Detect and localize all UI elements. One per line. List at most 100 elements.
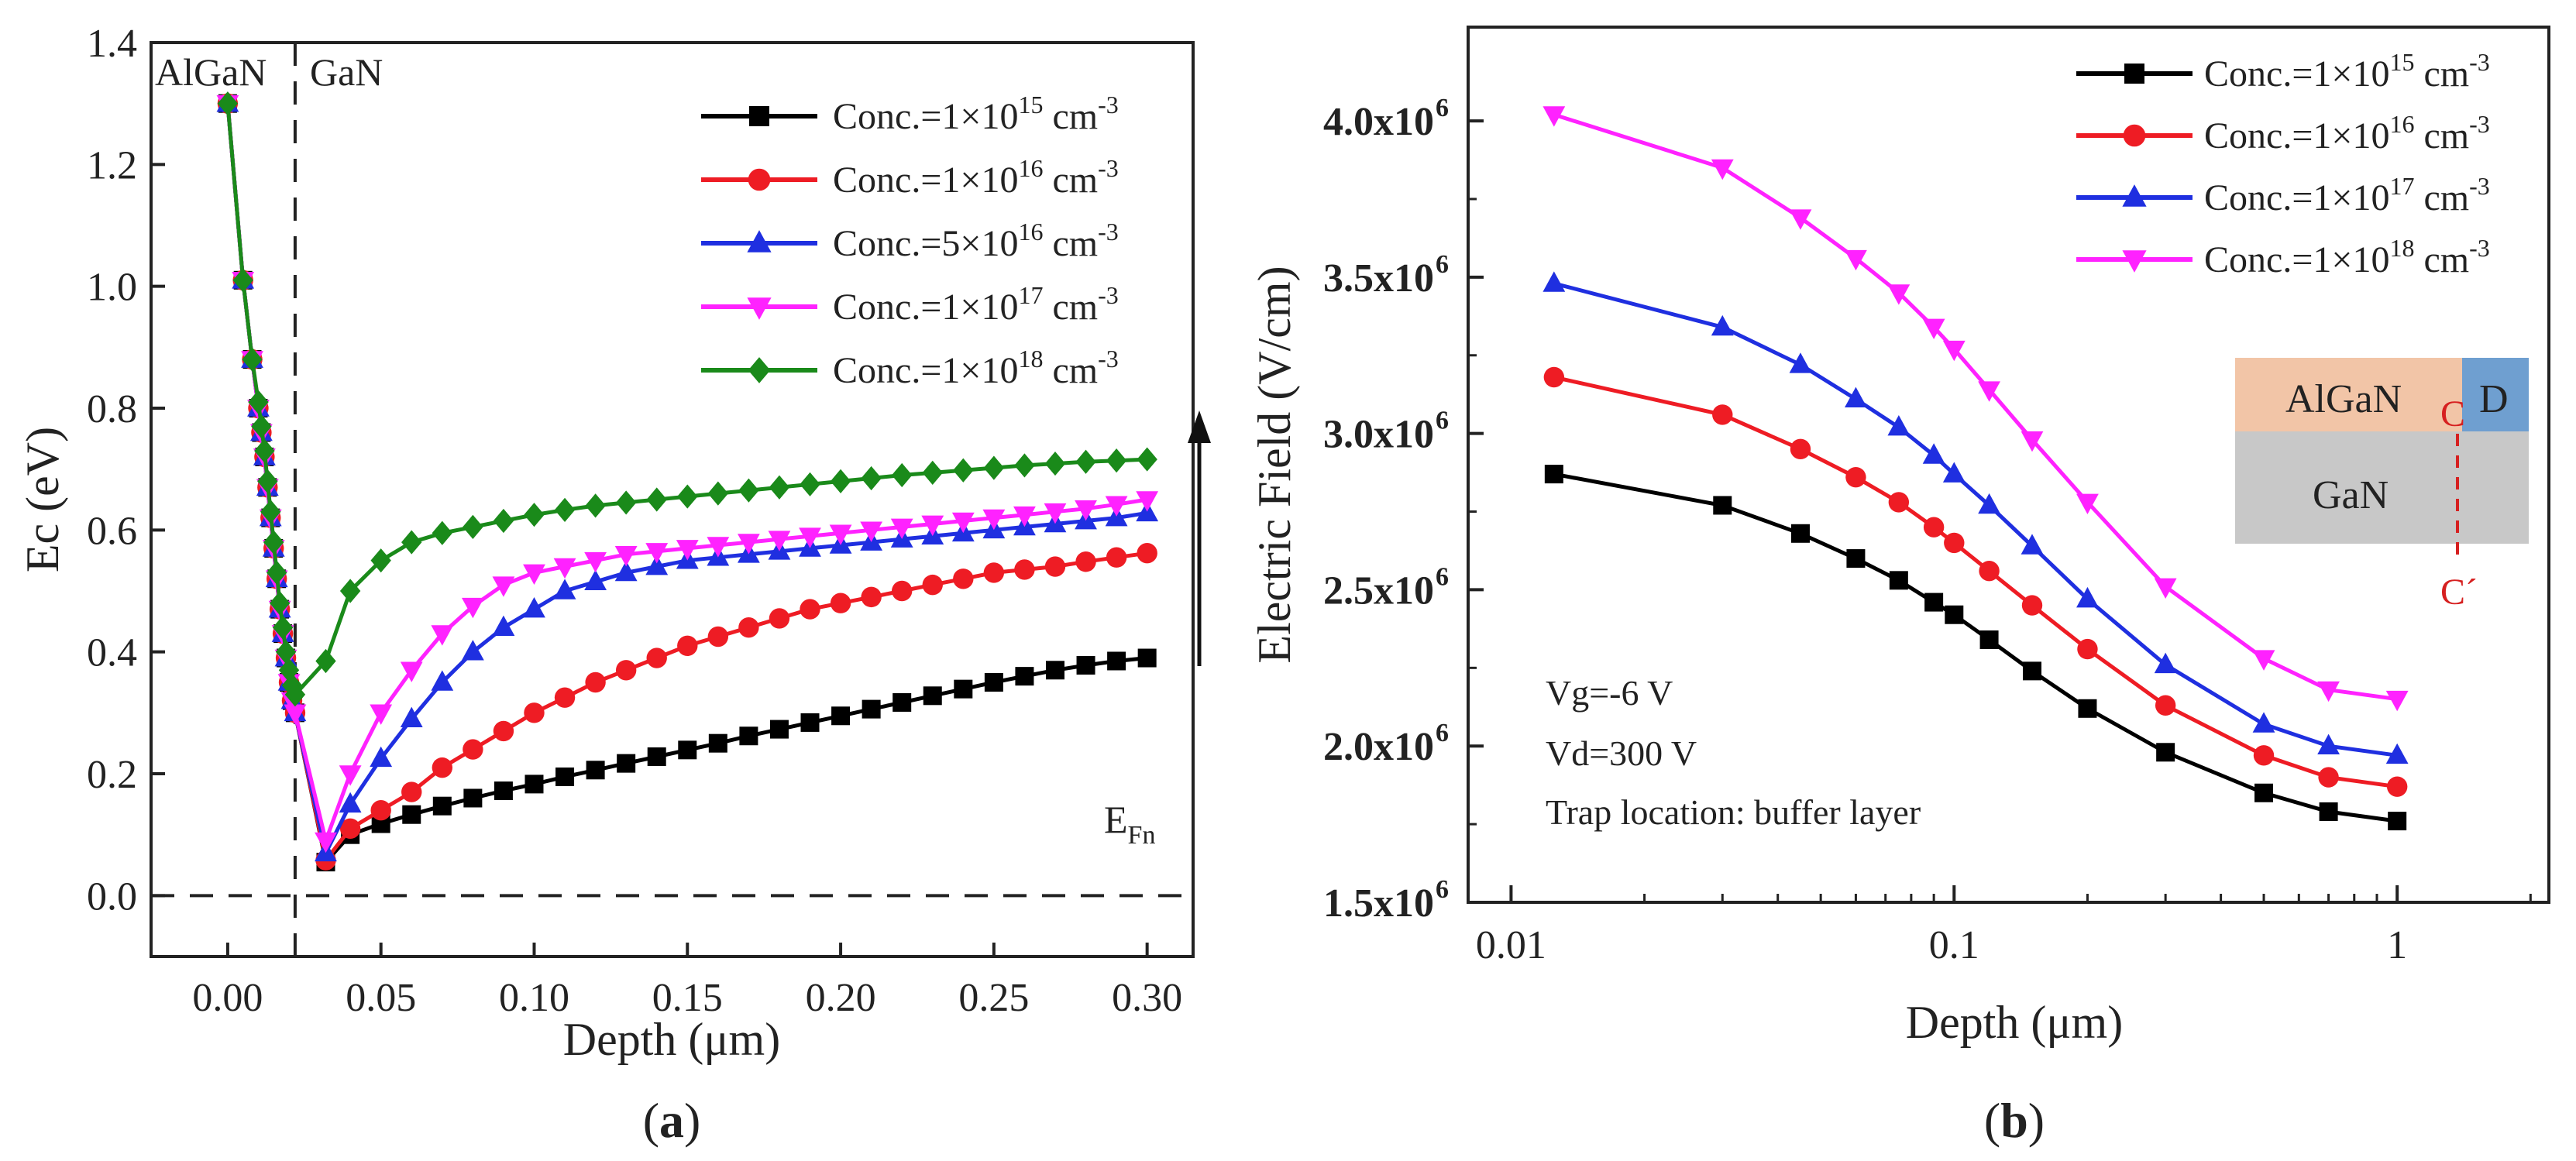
chart-a-legend-exp-1: 16 <box>1018 154 1043 182</box>
chart-b-x-ticks: 0.01 0.1 1 <box>1476 885 2532 967</box>
chart-b-legend-unit-3: cm <box>2414 239 2469 280</box>
chart-a-series-1-point-34 <box>861 586 882 608</box>
chart-a-series-3-line <box>225 103 1148 848</box>
chart-a-series-4-point-27 <box>646 487 667 512</box>
chart-a-series-1-point-17 <box>339 818 361 840</box>
chart-b-legend-unit-0: cm <box>2414 53 2469 94</box>
chart-a-series-4-point-40 <box>1044 451 1066 476</box>
chart-a-legend-unit-exp-1: -3 <box>1098 154 1119 182</box>
chart-a-series-2-point-22 <box>492 615 515 636</box>
chart-b-series-3-line <box>1553 112 2398 702</box>
chart-a-series-3-point-35 <box>890 518 913 539</box>
chart-a-series-3-point-37 <box>951 512 975 534</box>
chart-a-series-1-point-29 <box>707 626 729 647</box>
chart-a-series-3-point-22 <box>492 576 515 597</box>
chart-b-series-0-point-7 <box>1979 630 1999 649</box>
chart-b-legend-label-0: Conc.=1×1015 cm-3 <box>2204 48 2490 94</box>
chart-a-y-axis-label: Ec (eV) <box>17 427 68 572</box>
chart-a-x-ticks: 0.00 0.05 0.10 0.15 0.20 0.25 0.30 <box>192 943 1182 1020</box>
chart-b-series-1-point-6 <box>1944 532 1965 554</box>
chart-a-series-0-point-21 <box>463 788 483 808</box>
chart-a-series-4-point-6 <box>257 469 278 493</box>
chart-a-y-tick-label-4: 0.8 <box>87 387 137 431</box>
chart-b-series-2 <box>1543 271 2409 764</box>
chart-a-series-0-point-19 <box>402 805 421 824</box>
chart-b-series-1-point-11 <box>2253 745 2275 766</box>
chart-a-series-4-point-43 <box>1137 447 1157 472</box>
chart-b-series-3-point-7 <box>1978 381 2000 402</box>
chart-b-series-2-point-7 <box>1978 493 2000 514</box>
chart-b-series-1-point-3 <box>1845 466 1866 488</box>
chart-b-y-tick-label-0: 1.5x10 <box>1323 881 1434 926</box>
chart-a-series-3-point-39 <box>1013 506 1036 527</box>
chart-a-series-0-point-32 <box>800 713 820 732</box>
chart-a-y-tick-label-3: 0.6 <box>87 509 137 553</box>
chart-a-series-1-point-20 <box>432 757 453 778</box>
chart-b-inset-diagram: AlGaN D GaN C C´ <box>2235 358 2529 613</box>
chart-a-series-4-point-23 <box>524 503 545 527</box>
chart-a-series-0-point-40 <box>1045 661 1064 680</box>
chart-a-x-tick-label-3: 0.15 <box>652 976 723 1020</box>
chart-a-series-1-point-21 <box>463 739 483 760</box>
chart-b-y-tick-exp-3: 6 <box>1436 407 1449 435</box>
chart-b-series-0-point-11 <box>2254 783 2274 802</box>
chart-a-series-2-point-24 <box>553 579 576 599</box>
chart-a-series-4-point-17 <box>339 579 361 603</box>
chart-b-legend-marker-0 <box>2124 64 2144 84</box>
chart-b-y-tick-exp-5: 6 <box>1436 94 1449 122</box>
chart-b-series-1 <box>1543 366 2408 797</box>
chart-a-series-4-point-21 <box>463 514 483 539</box>
chart-b-series-2-point-11 <box>2252 712 2275 733</box>
chart-a-x-tick-label-1: 0.05 <box>346 976 416 1020</box>
chart-a-series-1-point-25 <box>585 672 606 693</box>
chart-a-series-4 <box>217 91 1157 707</box>
chart-a-series-1-point-32 <box>800 599 820 620</box>
chart-a-legend-marker-1 <box>748 168 771 191</box>
chart-b-legend-exp-0: 15 <box>2389 48 2414 76</box>
chart-b-y-tick-label-3: 3.0x10 <box>1323 413 1434 457</box>
chart-a-series-0-point-42 <box>1107 651 1126 671</box>
chart-a-series-4-point-29 <box>707 481 729 506</box>
chart-b-series-3-point-3 <box>1845 249 1867 271</box>
chart-a-series-1-point-41 <box>1075 551 1096 572</box>
chart-a-legend-label-1: Conc.=1×1016 cm-3 <box>833 154 1119 201</box>
chart-a-legend-text-1: Conc.=1×10 <box>833 160 1018 201</box>
chart-b-series-0-point-13 <box>2388 812 2407 831</box>
chart-a-series-4-point-19 <box>401 530 422 555</box>
chart-panel-a: 0.00 0.05 0.10 0.15 0.20 0.25 0.30 0.00.20.40.… <box>17 22 1211 1148</box>
chart-a-series-3-point-26 <box>614 546 638 567</box>
chart-b-series-2-point-10 <box>2154 652 2177 674</box>
chart-a-series-1-point-31 <box>769 608 790 629</box>
chart-a-legend-unit-0: cm <box>1043 96 1098 137</box>
chart-a-series-1-point-27 <box>646 647 667 668</box>
chart-a-series-0-point-38 <box>984 673 1003 692</box>
chart-b-y-ticks: 1.5x10 62.0x10 62.5x10 63.0x10 63.5x10 64.0x1… <box>1323 94 1484 926</box>
chart-a-series-3-point-23 <box>523 564 545 585</box>
chart-a-series-4-point-4 <box>251 414 272 439</box>
chart-b-legend-label-1: Conc.=1×1016 cm-3 <box>2204 110 2490 156</box>
chart-a-series-1-point-30 <box>738 617 759 638</box>
chart-a-series-0-point-34 <box>862 699 881 719</box>
chart-b-legend-label-3: Conc.=1×1018 cm-3 <box>2204 234 2490 280</box>
chart-b-series-1-point-9 <box>2077 638 2098 660</box>
chart-a-series-0-point-30 <box>739 726 758 746</box>
chart-a-series-1-point-24 <box>554 687 576 708</box>
chart-b-series-1-point-4 <box>1888 492 1910 513</box>
chart-a-y-tick-label-0: 0.0 <box>87 874 137 919</box>
chart-a-legend-unit-exp-4: -3 <box>1098 345 1119 373</box>
chart-b-x-tick-label-1: 0.1 <box>1929 923 1979 967</box>
chart-b-series-0-point-5 <box>1924 593 1944 612</box>
chart-a-series-0-point-31 <box>769 720 789 739</box>
chart-a-series-4-point-34 <box>861 465 882 491</box>
chart-a-series-0-point-23 <box>524 775 544 794</box>
chart-a-series-0-point-37 <box>954 679 973 699</box>
chart-a-series-3-point-43 <box>1136 491 1159 512</box>
chart-a-legend-exp-4: 18 <box>1018 345 1043 373</box>
chart-b-series-2-point-0 <box>1543 271 1566 292</box>
chart-a-series-1-point-40 <box>1044 556 1066 577</box>
chart-b-legend-text-3: Conc.=1×10 <box>2204 239 2389 280</box>
chart-b-y-tick-label-1: 2.0x10 <box>1323 725 1434 769</box>
chart-a-series-2-point-17 <box>339 792 362 813</box>
chart-a-series-3-point-40 <box>1044 503 1067 524</box>
